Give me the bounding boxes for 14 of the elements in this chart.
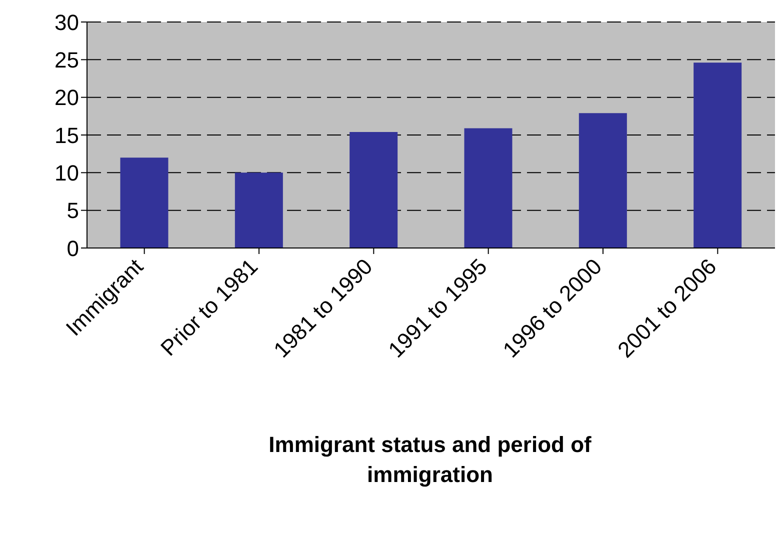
bar: [578, 113, 627, 248]
y-tick-label: 30: [54, 10, 79, 35]
bar: [350, 132, 398, 248]
y-tick-label: 25: [54, 47, 79, 72]
bar: [234, 172, 283, 248]
y-tick-label: 20: [54, 85, 79, 110]
y-tick-label: 15: [54, 122, 79, 148]
y-tick-label: 10: [54, 160, 79, 186]
bar: [464, 128, 512, 248]
y-tick-label: 5: [66, 198, 79, 224]
bar: [694, 62, 742, 248]
y-tick-label: 0: [66, 236, 79, 261]
bar: [120, 158, 168, 248]
x-axis-title: Immigrant status and period of immigration: [268, 431, 592, 489]
